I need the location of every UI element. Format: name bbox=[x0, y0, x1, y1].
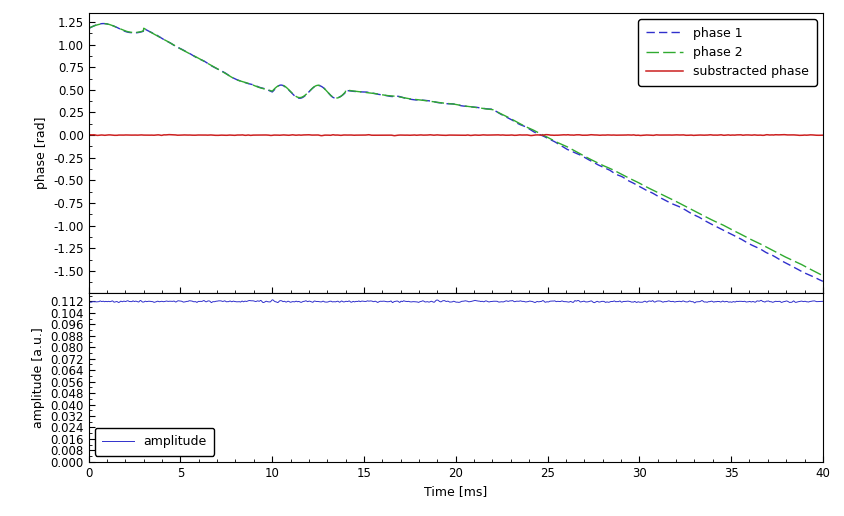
amplitude bbox=[662, 298, 672, 304]
phase 1 bbox=[797, 269, 807, 275]
substracted phase bbox=[121, 132, 131, 138]
phase 2 bbox=[421, 98, 431, 104]
phase 1 bbox=[84, 25, 94, 31]
amplitude bbox=[121, 298, 131, 304]
amplitude bbox=[84, 298, 94, 304]
amplitude bbox=[797, 298, 807, 304]
substracted phase bbox=[441, 132, 451, 138]
amplitude bbox=[268, 297, 278, 303]
Legend: amplitude: amplitude bbox=[95, 428, 214, 456]
phase 2 bbox=[441, 100, 451, 106]
phase 2 bbox=[797, 262, 807, 268]
amplitude bbox=[690, 300, 700, 306]
phase 2 bbox=[662, 194, 672, 200]
phase 1 bbox=[421, 98, 431, 104]
amplitude bbox=[818, 298, 828, 304]
phase 1 bbox=[122, 29, 132, 35]
substracted phase bbox=[778, 132, 788, 138]
substracted phase bbox=[797, 132, 807, 138]
Line: substracted phase: substracted phase bbox=[89, 135, 823, 136]
phase 2 bbox=[99, 21, 109, 27]
amplitude bbox=[421, 299, 431, 305]
phase 1 bbox=[797, 268, 807, 275]
substracted phase bbox=[84, 132, 94, 138]
amplitude bbox=[798, 298, 808, 304]
substracted phase bbox=[421, 132, 431, 138]
Line: phase 2: phase 2 bbox=[89, 24, 823, 276]
Line: phase 1: phase 1 bbox=[89, 24, 823, 281]
phase 2 bbox=[84, 25, 94, 31]
phase 1 bbox=[818, 278, 828, 284]
phase 1 bbox=[441, 101, 451, 107]
X-axis label: Time [ms]: Time [ms] bbox=[425, 485, 487, 498]
Y-axis label: phase [rad]: phase [rad] bbox=[35, 117, 48, 189]
substracted phase bbox=[798, 132, 808, 138]
phase 1 bbox=[662, 198, 672, 204]
phase 1 bbox=[98, 21, 108, 27]
Legend: phase 1, phase 2, substracted phase: phase 1, phase 2, substracted phase bbox=[638, 19, 817, 86]
substracted phase bbox=[662, 132, 672, 138]
amplitude bbox=[441, 298, 451, 304]
phase 2 bbox=[818, 272, 828, 279]
Line: amplitude: amplitude bbox=[89, 300, 823, 303]
substracted phase bbox=[390, 133, 400, 139]
substracted phase bbox=[818, 132, 828, 138]
phase 2 bbox=[797, 262, 807, 268]
Y-axis label: amplitude [a.u.]: amplitude [a.u.] bbox=[31, 327, 45, 428]
phase 2 bbox=[122, 28, 132, 35]
